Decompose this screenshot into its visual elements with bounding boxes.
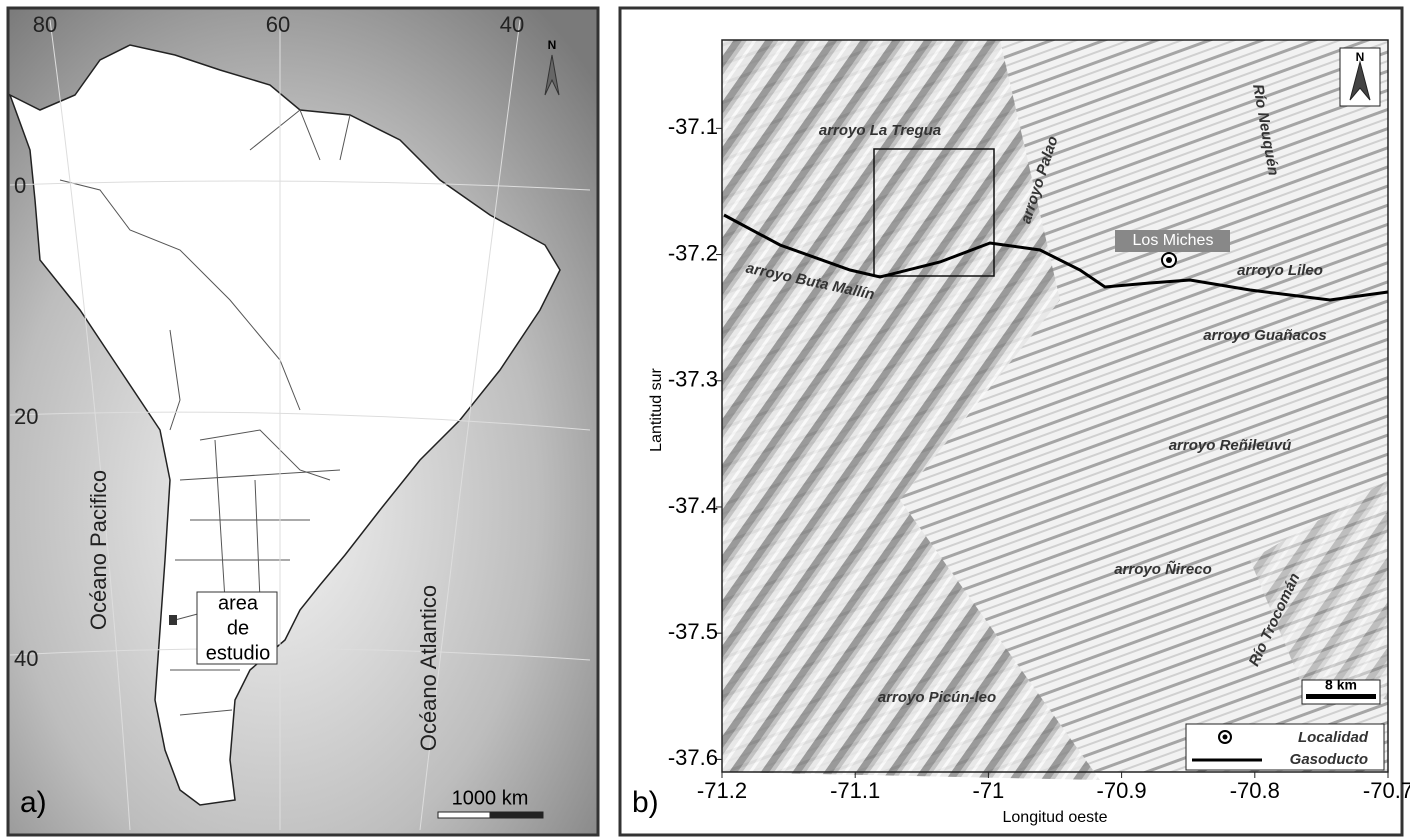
scale-bar: [438, 812, 490, 818]
y-tick-label: -37.6: [668, 745, 718, 770]
panel-a: [8, 8, 598, 835]
place-label: arroyo La Tregua: [819, 122, 941, 139]
x-axis-label: Longitud oeste: [1003, 809, 1108, 826]
x-tick-label: -71.1: [830, 778, 880, 803]
scale-bar: [490, 812, 543, 818]
y-tick-label: -37.4: [668, 493, 718, 518]
study-label: estudio: [206, 642, 271, 664]
y-tick-label: -37.3: [668, 367, 718, 392]
place-label: arroyo Lileo: [1237, 262, 1323, 279]
lat-label: 20: [14, 404, 38, 429]
place-label: arroyo Reñileuvú: [1169, 437, 1292, 454]
x-tick-label: -70.7: [1363, 778, 1410, 803]
lon-label: 60: [266, 12, 290, 37]
study-label: area: [218, 592, 259, 614]
place-label: arroyo Ñireco: [1114, 560, 1212, 578]
north-label: N: [1356, 50, 1365, 64]
ocean-label: Océano Pacifico: [86, 470, 111, 630]
ocean-label: Océano Atlantico: [416, 585, 441, 751]
lon-label: 40: [500, 12, 524, 37]
y-axis-label: Lantitud sur: [648, 368, 665, 452]
study-marker: [169, 615, 177, 625]
x-tick-label: -70.8: [1230, 778, 1280, 803]
place-label: arroyo Picún-leo: [878, 689, 996, 706]
scale-bar: [1306, 694, 1376, 699]
panel-b: [620, 8, 1402, 835]
lon-label: 80: [33, 12, 57, 37]
y-tick-label: -37.5: [668, 619, 718, 644]
x-tick-label: -71: [973, 778, 1005, 803]
y-tick-label: -37.2: [668, 240, 718, 265]
legend-label: Gasoducto: [1290, 751, 1368, 768]
scale-label: 1000 km: [452, 787, 529, 809]
panel-label: a): [20, 786, 47, 819]
lat-label: 40: [14, 646, 38, 671]
figure: 80 60 40 0 20 40 Océano Pacifico Océano Atlanti…: [0, 0, 1410, 839]
legend-label: Localidad: [1298, 729, 1369, 746]
study-label: de: [227, 617, 249, 639]
place-label: Los Miches: [1133, 232, 1214, 249]
x-tick-label: -70.9: [1097, 778, 1147, 803]
scale-label: 8 km: [1325, 677, 1357, 693]
y-tick-label: -37.1: [668, 114, 718, 139]
panel-label: b): [632, 786, 659, 819]
x-tick-label: -71.2: [697, 778, 747, 803]
locality-marker: [1166, 257, 1172, 263]
lat-label: 0: [14, 173, 26, 198]
legend-marker: [1223, 735, 1228, 740]
place-label: arroyo Guañacos: [1203, 327, 1326, 344]
north-label: N: [548, 38, 557, 52]
